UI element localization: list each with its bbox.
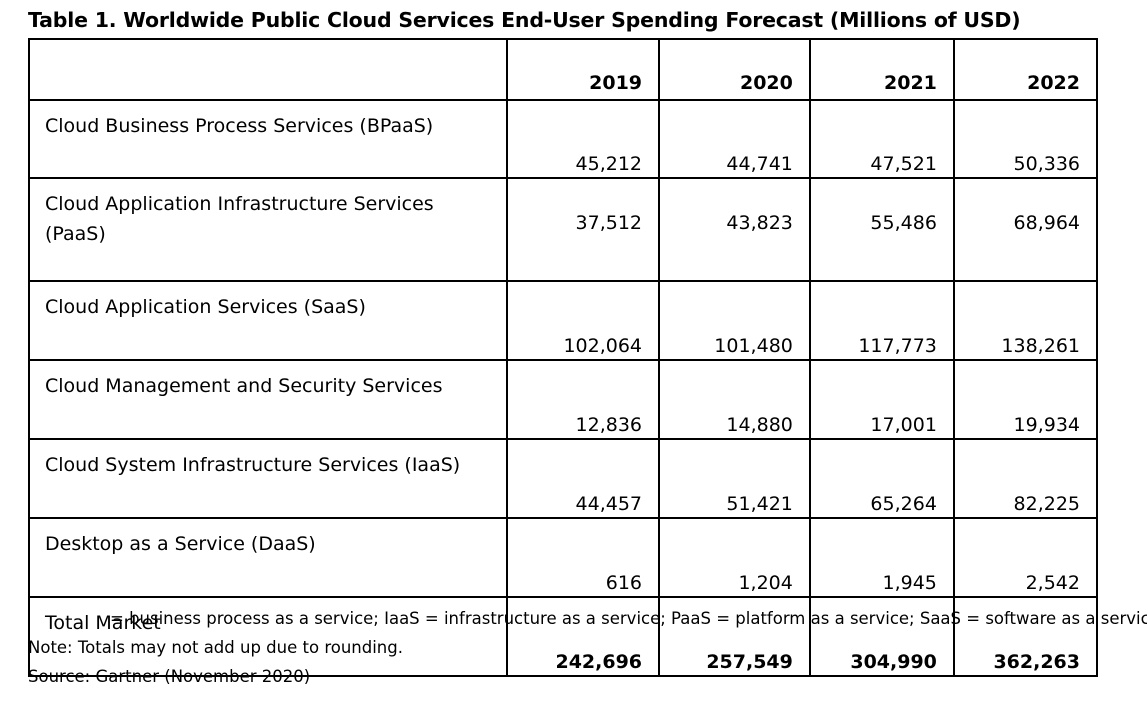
column-header-2019: 2019 [506, 38, 661, 101]
cell-value: 51,421 [658, 438, 811, 519]
column-header-2022: 2022 [952, 38, 1099, 101]
cell-value: 43,823 [658, 177, 811, 282]
row-label: Cloud Business Process Services (BPaaS) [27, 99, 509, 179]
cell-value: 616 [506, 517, 661, 598]
table-row: Cloud Application Infrastructure Service… [27, 177, 1099, 282]
row-label: Cloud Application Services (SaaS) [27, 280, 509, 361]
table-row: Cloud Business Process Services (BPaaS) … [27, 99, 1099, 179]
cell-value: 19,934 [952, 359, 1099, 440]
row-label: Desktop as a Service (DaaS) [27, 517, 509, 598]
cell-value: 44,457 [506, 438, 661, 519]
rounding-note: Note: Totals may not add up due to round… [28, 638, 403, 657]
cell-value: 12,836 [506, 359, 661, 440]
total-value: 242,696 [506, 596, 661, 677]
table-row: Cloud Application Services (SaaS) 102,06… [27, 280, 1099, 361]
forecast-table: 2019 2020 2021 2022 Cloud Business Proce… [27, 38, 1099, 677]
cell-value: 37,512 [506, 177, 661, 282]
cell-value: 138,261 [952, 280, 1099, 361]
column-header-2021: 2021 [808, 38, 955, 101]
header-row: 2019 2020 2021 2022 [27, 38, 1099, 101]
cell-value: 47,521 [808, 99, 955, 179]
corner-cell [27, 38, 509, 101]
cell-value: 101,480 [658, 280, 811, 361]
row-label: Total Market [27, 596, 509, 677]
row-label: Cloud Application Infrastructure Service… [27, 177, 509, 282]
source-note: Source: Gartner (November 2020) [28, 667, 311, 686]
total-row: Total Market 242,696 257,549 304,990 362… [27, 596, 1099, 677]
cell-value: 44,741 [658, 99, 811, 179]
cell-value: 45,212 [506, 99, 661, 179]
table-row: Desktop as a Service (DaaS) 616 1,204 1,… [27, 517, 1099, 598]
cell-value: 17,001 [808, 359, 955, 440]
cell-value: 14,880 [658, 359, 811, 440]
table-row: Cloud Management and Security Services 1… [27, 359, 1099, 440]
cell-value: 68,964 [952, 177, 1099, 282]
abbreviations-footnote: = business process as a service; IaaS = … [110, 609, 1147, 628]
cell-value: 2,542 [952, 517, 1099, 598]
row-label: Cloud System Infrastructure Services (Ia… [27, 438, 509, 519]
cell-value: 1,204 [658, 517, 811, 598]
column-header-2020: 2020 [658, 38, 811, 101]
cell-value: 117,773 [808, 280, 955, 361]
total-value: 304,990 [808, 596, 955, 677]
cell-value: 55,486 [808, 177, 955, 282]
cell-value: 1,945 [808, 517, 955, 598]
total-value: 257,549 [658, 596, 811, 677]
cell-value: 50,336 [952, 99, 1099, 179]
total-value: 362,263 [952, 596, 1099, 677]
row-label: Cloud Management and Security Services [27, 359, 509, 440]
cell-value: 82,225 [952, 438, 1099, 519]
table-row: Cloud System Infrastructure Services (Ia… [27, 438, 1099, 519]
cell-value: 102,064 [506, 280, 661, 361]
table-title: Table 1. Worldwide Public Cloud Services… [28, 8, 1021, 32]
cell-value: 65,264 [808, 438, 955, 519]
